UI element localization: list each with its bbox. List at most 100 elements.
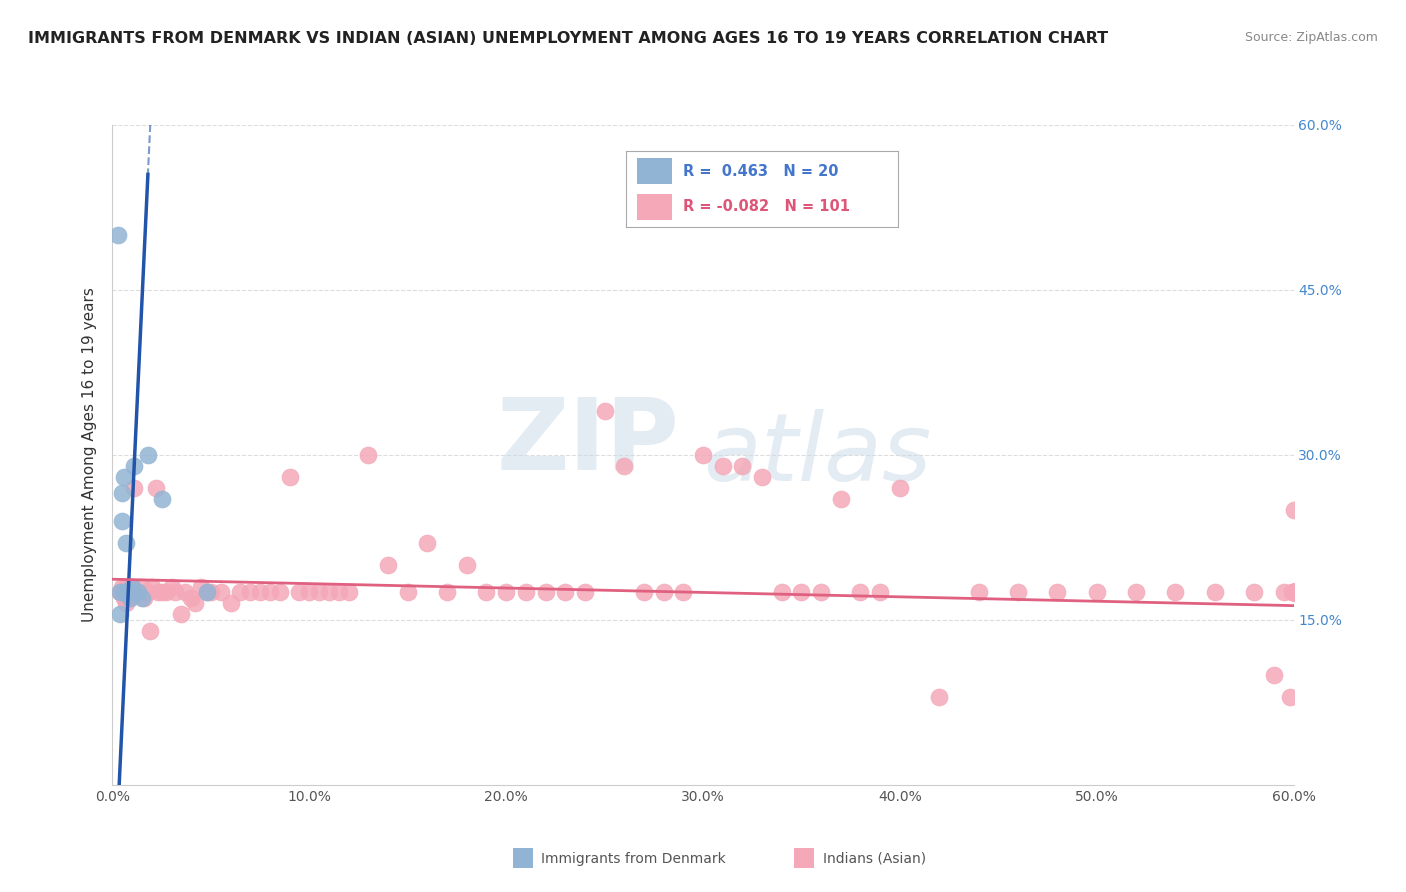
Point [121, 580, 143, 594]
Point [731, 458, 754, 473]
Point [121, 580, 143, 594]
Point [209, 585, 232, 599]
Point [269, 585, 291, 599]
Point [145, 481, 167, 495]
Point [751, 470, 773, 484]
Point [120, 591, 142, 605]
Point [115, 585, 138, 599]
Point [117, 585, 139, 599]
Point [219, 596, 242, 610]
Point [146, 585, 169, 599]
Point [180, 591, 202, 605]
Point [117, 585, 139, 599]
Point [1007, 585, 1029, 599]
Point [593, 404, 616, 418]
Point [195, 585, 218, 599]
Point [195, 585, 218, 599]
Point [1282, 585, 1305, 599]
Bar [637, 194, 672, 219]
Point [1046, 585, 1069, 599]
Point [790, 585, 813, 599]
Point [200, 585, 222, 599]
Point [122, 481, 145, 495]
Point [112, 591, 135, 605]
Point [328, 585, 350, 599]
Point [115, 585, 138, 599]
Point [308, 585, 330, 599]
Point [967, 585, 990, 599]
Point [1278, 690, 1301, 704]
Point [111, 514, 134, 528]
Point [337, 585, 360, 599]
Point [139, 624, 162, 638]
Point [115, 536, 138, 550]
Text: Immigrants from Denmark: Immigrants from Denmark [541, 852, 725, 866]
Point [131, 580, 153, 594]
Point [131, 591, 153, 605]
Point [1085, 585, 1108, 599]
Y-axis label: Unemployment Among Ages 16 to 19 years: Unemployment Among Ages 16 to 19 years [82, 287, 97, 623]
Point [377, 558, 399, 572]
Point [613, 458, 636, 473]
Point [1281, 585, 1303, 599]
Point [229, 585, 252, 599]
Point [1282, 585, 1305, 599]
Point [174, 585, 197, 599]
Point [515, 585, 537, 599]
Point [396, 585, 419, 599]
Point [278, 470, 301, 484]
Point [127, 585, 149, 599]
Text: IMMIGRANTS FROM DENMARK VS INDIAN (ASIAN) UNEMPLOYMENT AMONG AGES 16 TO 19 YEARS: IMMIGRANTS FROM DENMARK VS INDIAN (ASIAN… [28, 31, 1108, 46]
Point [132, 591, 155, 605]
Point [150, 585, 173, 599]
Point [357, 448, 380, 462]
Point [495, 585, 517, 599]
Point [318, 585, 340, 599]
Point [125, 585, 148, 599]
Point [120, 585, 142, 599]
Point [1282, 503, 1305, 517]
Point [288, 585, 311, 599]
Point [111, 585, 134, 599]
Text: Indians (Asian): Indians (Asian) [823, 852, 925, 866]
Point [165, 585, 187, 599]
Point [135, 585, 157, 599]
Point [1164, 585, 1187, 599]
Point [110, 585, 132, 599]
Point [141, 580, 163, 594]
Point [111, 580, 134, 594]
Point [869, 585, 891, 599]
Bar [637, 158, 672, 184]
Point [190, 580, 212, 594]
Point [1272, 585, 1295, 599]
Point [112, 585, 135, 599]
Point [112, 585, 135, 599]
Point [112, 470, 135, 484]
Point [120, 585, 142, 599]
Point [170, 607, 193, 622]
Point [115, 580, 138, 594]
Point [239, 585, 262, 599]
Point [534, 585, 557, 599]
Point [810, 585, 832, 599]
Point [1282, 585, 1305, 599]
Point [652, 585, 675, 599]
Point [249, 585, 271, 599]
Point [711, 458, 734, 473]
Point [475, 585, 498, 599]
Point [1243, 585, 1265, 599]
Point [160, 580, 183, 594]
Point [117, 585, 139, 599]
Point [1282, 585, 1305, 599]
Point [436, 585, 458, 599]
Point [889, 481, 911, 495]
Point [122, 458, 145, 473]
Text: Source: ZipAtlas.com: Source: ZipAtlas.com [1244, 31, 1378, 45]
Point [672, 585, 695, 599]
Point [770, 585, 793, 599]
Point [115, 596, 138, 610]
Point [107, 227, 129, 242]
Text: R = -0.082   N = 101: R = -0.082 N = 101 [683, 199, 851, 214]
Point [120, 591, 142, 605]
Text: R =  0.463   N = 20: R = 0.463 N = 20 [683, 163, 839, 178]
